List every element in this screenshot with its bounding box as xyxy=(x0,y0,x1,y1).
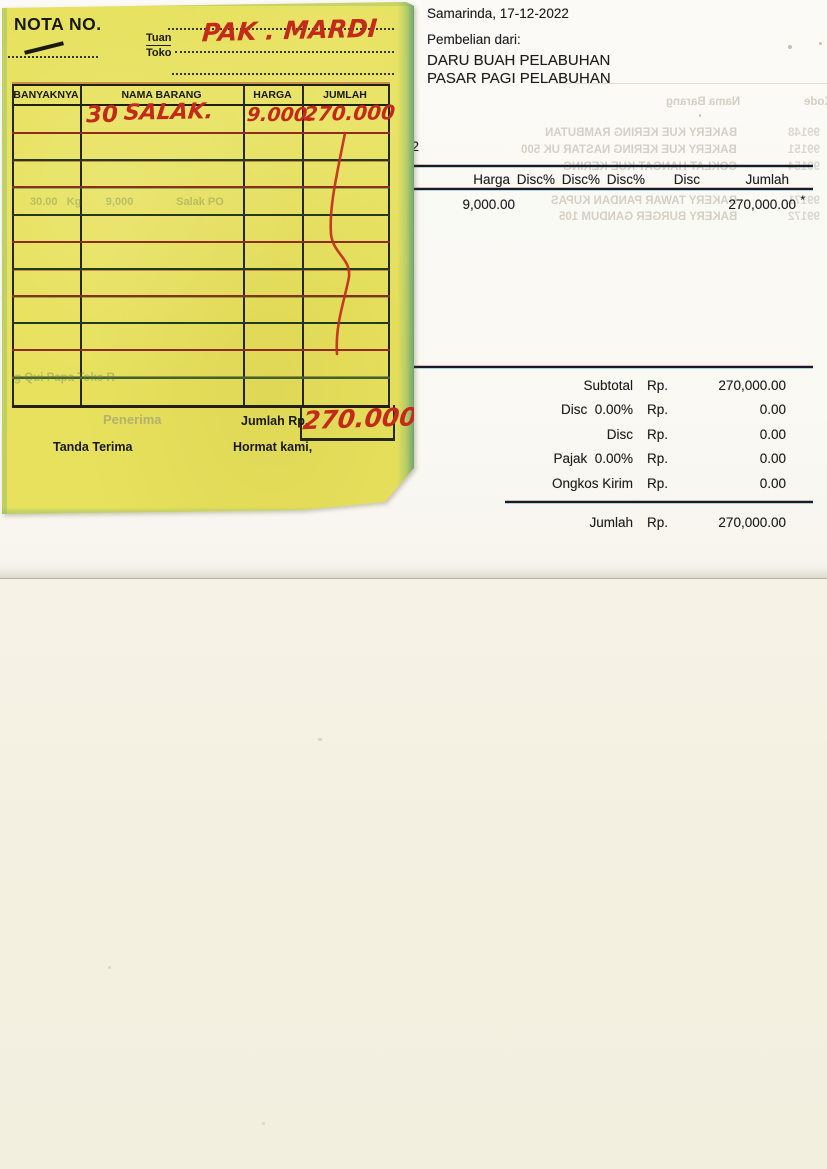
paper-edge-left xyxy=(2,2,7,514)
item-jumlah-value: 270,000.00 xyxy=(728,197,796,212)
col-header-harga: HARGA xyxy=(253,89,292,101)
bleedthrough-nama-barang-header: Nama Barang xyxy=(665,96,740,108)
table-border xyxy=(302,84,304,408)
vendor-name-line2: PASAR PAGI PELABUHAN xyxy=(427,70,611,87)
totals-top-rule xyxy=(406,366,813,368)
total-value: 0.00 xyxy=(759,451,786,466)
grand-total-rule xyxy=(505,501,813,503)
total-label: Ongkos Kirim xyxy=(551,476,633,491)
table-border xyxy=(12,84,390,86)
col-header-jumlah: Jumlah xyxy=(745,172,789,187)
items-header-underline xyxy=(408,188,813,190)
faint-rule xyxy=(556,83,827,84)
table-border xyxy=(243,84,245,408)
total-label: Disc xyxy=(606,427,633,442)
total-label: Subtotal xyxy=(583,378,633,393)
item-flag-asterisk: * xyxy=(800,193,805,207)
total-value: 0.00 xyxy=(759,402,786,417)
bleedthrough-code: 99154 xyxy=(788,161,820,173)
total-currency: Rp. xyxy=(647,451,669,466)
toko-label: Toko xyxy=(146,47,172,59)
hormat-kami-label: Hormat kami, xyxy=(233,440,313,454)
nota-jumlah-label: Jumlah Rp. xyxy=(241,414,309,428)
handwritten-total: 270.000. xyxy=(301,401,428,436)
bleedthrough-item: BAKERY KUE KERING NASTAR UK 500 xyxy=(521,144,737,156)
table-rule xyxy=(12,322,390,324)
bleedthrough-invoice-row: 30.00 Kg 9,000 Salak PO xyxy=(30,196,224,208)
nota-paper-wrapper: NOTA NO. Tuan Toko PAK . MARDI BANYAKNYA… xyxy=(2,2,414,520)
scan-speck xyxy=(819,42,822,45)
bleedthrough-note: g Qui Papa Toke R xyxy=(14,372,115,384)
bleedthrough-code: 99172 xyxy=(788,211,820,223)
grand-total-label: Jumlah xyxy=(589,515,633,530)
paper-edge-shadow xyxy=(0,568,827,578)
city-date: Samarinda, 17-12-2022 xyxy=(427,6,569,21)
total-currency: Rp. xyxy=(647,476,669,491)
table-rule xyxy=(12,295,390,297)
scan-speck xyxy=(262,1122,265,1125)
dotted-line xyxy=(175,51,394,53)
table-border xyxy=(12,84,14,408)
bleedthrough-item: BAKERY BURGER GANDUM 105 xyxy=(558,211,737,223)
item-harga-value: 9,000.00 xyxy=(462,197,515,212)
handwritten-squiggle-mark xyxy=(329,131,351,356)
paper-fold-edge xyxy=(0,578,827,579)
tuan-label: Tuan xyxy=(146,32,172,46)
total-value: 0.00 xyxy=(759,476,786,491)
scan-speck xyxy=(108,966,111,969)
col-header-disc1: Disc% xyxy=(516,172,555,187)
table-rule xyxy=(12,214,390,216)
col-header-jumlah: JUMLAH xyxy=(323,89,367,101)
scan-speck xyxy=(318,738,322,741)
table-rule xyxy=(12,132,390,134)
table-bottom-border xyxy=(12,405,390,408)
vendor-name-line1: DARU BUAH PELABUHAN xyxy=(427,52,611,69)
total-label: Pajak 0.00% xyxy=(553,451,633,466)
table-rule xyxy=(12,349,390,351)
col-header-disc3: Disc% xyxy=(606,172,645,187)
tanda-terima-label: Tanda Terima xyxy=(53,440,133,454)
col-header-nama-barang: NAMA BARANG xyxy=(121,89,202,101)
items-table-top-rule xyxy=(408,165,813,167)
grand-total-currency: Rp. xyxy=(647,515,669,530)
col-header-banyaknya: BANYAKNYA xyxy=(13,89,79,101)
grand-total-value: 270,000.00 xyxy=(718,515,786,530)
scan-speck xyxy=(699,114,701,117)
table-border xyxy=(80,84,82,408)
table-border xyxy=(12,104,390,106)
paper-edge-bottom xyxy=(2,507,414,514)
nota-paper: NOTA NO. Tuan Toko PAK . MARDI BANYAKNYA… xyxy=(2,2,414,514)
bleedthrough-kode-header: Kode xyxy=(804,96,827,108)
total-currency: Rp. xyxy=(647,427,669,442)
jumlah-total-box xyxy=(300,405,395,441)
col-header-disc2: Disc% xyxy=(561,172,600,187)
table-rule xyxy=(12,241,390,243)
total-value: 270,000.00 xyxy=(718,378,786,393)
nota-title: NOTA NO. xyxy=(14,14,102,34)
col-header-harga: Harga xyxy=(473,172,510,187)
dotted-line xyxy=(168,28,394,30)
table-rule xyxy=(12,186,390,188)
paper-edge-right xyxy=(397,2,414,514)
dotted-line xyxy=(172,73,394,75)
bleedthrough-item: BAKERY KUE KERING RAMBUTAN xyxy=(544,127,737,139)
bleedthrough-code: 99148 xyxy=(788,127,820,139)
table-rule xyxy=(12,159,390,161)
table-border xyxy=(388,84,390,408)
bleedthrough-item: BAKERY TAWAR PANDAN KUPAS xyxy=(551,195,737,207)
col-header-disc: Disc xyxy=(673,172,700,187)
scan-speck xyxy=(788,45,792,49)
purchase-from-label: Pembelian dari: xyxy=(427,32,521,47)
dotted-line xyxy=(8,56,98,58)
total-value: 0.00 xyxy=(759,427,786,442)
bleedthrough-penerima: Penerima xyxy=(103,412,162,427)
total-label: Disc 0.00% xyxy=(560,402,633,417)
bleedthrough-code: 99151 xyxy=(788,144,820,156)
total-currency: Rp. xyxy=(647,378,669,393)
table-rule xyxy=(12,377,390,379)
table-rule xyxy=(12,268,390,270)
bottom-paper xyxy=(0,579,827,1169)
total-currency: Rp. xyxy=(647,402,669,417)
